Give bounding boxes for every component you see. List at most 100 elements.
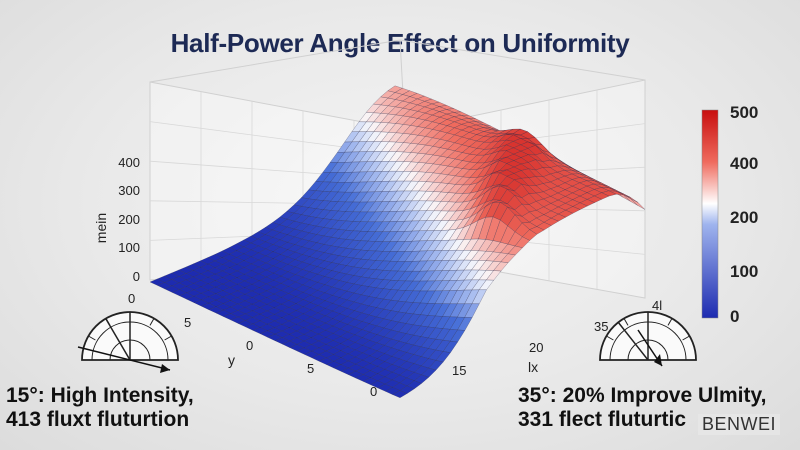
surface-cell [222,313,239,321]
surface-cell [528,176,544,186]
x-axis: 15 20 35 4l lx [452,298,662,378]
surface-cell [542,181,559,190]
surface-cell [317,330,334,338]
surface-cell [302,294,319,303]
colorbar-tick: 0 [730,307,739,326]
surface-cell [229,303,246,311]
surface-cell [332,350,349,358]
surface-cell [428,360,444,371]
surface-cell [237,307,254,315]
surface-cell [200,283,217,291]
surface-cell [207,280,224,288]
surface-cell [340,367,357,375]
surface-cell [449,279,465,291]
surface-cell [514,214,531,224]
surface-cell [457,317,473,331]
surface-cell [324,262,340,271]
surface-cell [500,225,516,245]
colorbar: 0 100 200 400 500 [701,103,758,326]
x-tick: 15 [452,363,466,378]
surface-cell [498,156,515,164]
surface-cell [521,203,538,213]
surface-cell [222,306,239,314]
surface-cell [229,270,245,278]
y-tick: 5 [307,361,314,376]
surface-cell [294,269,311,278]
surface-cell [302,302,319,311]
surface-cell [549,159,565,167]
surface-cell [446,108,462,113]
surface-cell [513,163,530,171]
surface-cell [543,203,559,212]
surface-cell [557,209,574,218]
surface-cell [317,300,334,309]
surface-cell [236,280,253,288]
surface-cell [325,325,341,334]
surface-cell [370,380,386,389]
surface-cell [520,141,536,149]
surface-cell [470,250,487,261]
surface-cell [557,203,574,211]
surface-cell [433,201,449,212]
surface-cell [199,263,216,272]
surface-cell [513,150,529,158]
surface-cell [222,293,239,301]
surface-cell [527,159,544,171]
surface-cell [507,194,523,211]
surface-cell [237,313,254,321]
surface-cell [520,148,537,156]
surface-mesh [149,85,646,399]
surface-cell [273,310,290,318]
surface-cell [207,286,224,294]
surface-cell [369,358,386,367]
surface-cell [446,127,463,136]
surface-cell [439,119,455,126]
surface-cell [593,187,610,193]
surface-cell [549,178,566,187]
caption-right-line2: 331 flect fluturtic [518,408,687,431]
x-tick: 4l [652,298,662,313]
colorbar-gradient [701,109,719,319]
surface-cell [475,131,492,137]
surface-cell [572,202,588,210]
surface-cell [250,231,266,240]
surface-cell [333,364,349,372]
surface-cell [324,310,341,319]
surface-cell [178,266,195,274]
colorbar-tick: 400 [730,154,758,173]
surface-cell [499,188,515,205]
colorbar-tick: 100 [730,262,758,281]
surface-cell [528,217,545,227]
surface-cell [535,206,552,215]
z-tick: 200 [118,212,140,227]
surface-cell [360,231,376,242]
surface-cell [505,153,522,161]
surface-cell [324,278,340,288]
surface-cell [447,192,464,203]
surface-cell [390,311,407,323]
caption-right: 35°: 20% Improve Ulmity, 331 flect flutu… [518,384,766,432]
surface-cell [579,185,595,193]
caption-right-line1: 35°: 20% Improve Ulmity, [518,384,767,407]
surface-cell [192,267,209,275]
surface-cell [244,310,261,318]
surface-cell [534,152,551,163]
surface-cell [507,245,523,256]
surface-cell [302,279,319,288]
surface-cell [214,283,231,291]
z-tick: 100 [118,240,140,255]
surface-cell [528,201,545,211]
surface-cell [417,153,434,164]
surface-cell [339,308,356,317]
surface-cell [499,206,516,227]
y-tick: 0 [370,384,377,399]
x-axis-label: lx [528,359,538,375]
surface-cell [266,300,283,308]
surface-cell [571,177,588,184]
x-tick: 35 [594,319,608,334]
surface-cell [296,347,313,355]
surface-cell [360,240,376,251]
surface-cell [424,108,441,116]
surface-cell [391,374,408,384]
surface-cell [331,272,348,281]
